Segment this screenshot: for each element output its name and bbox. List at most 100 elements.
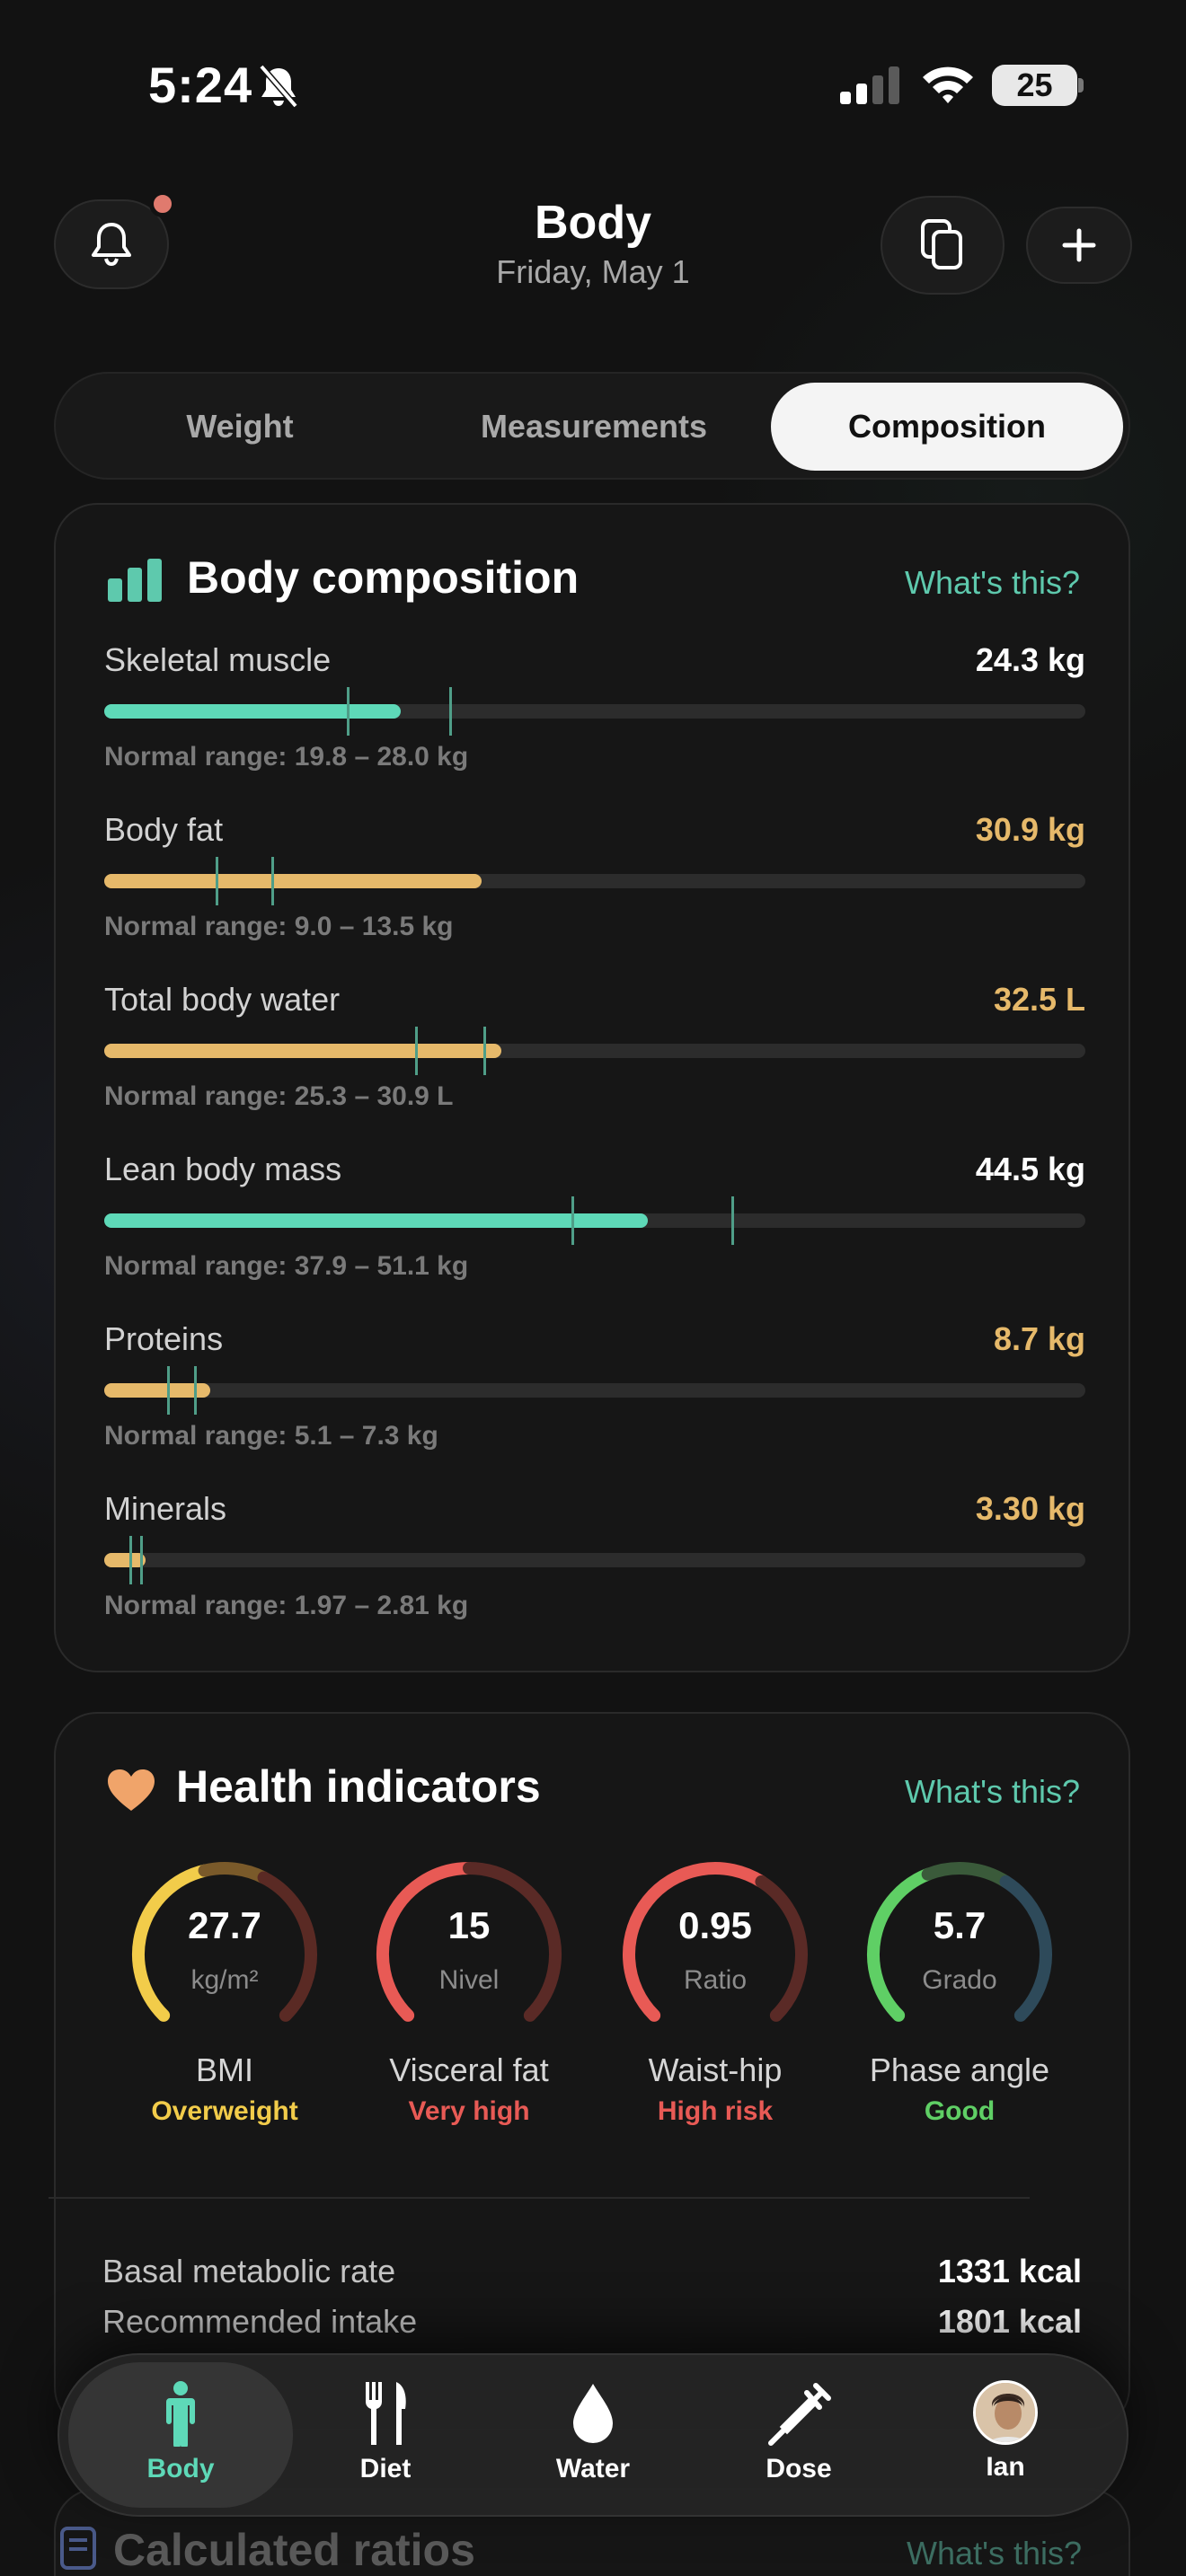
health-gauge — [855, 1850, 1064, 2138]
tab-weight[interactable]: Weight — [186, 408, 294, 445]
metric-label: Skeletal muscle — [104, 641, 332, 678]
range-min-tick — [415, 1027, 418, 1075]
metric-bar-fill — [104, 1553, 146, 1567]
metric-value: 24.3 kg — [975, 641, 1085, 678]
syringe-icon — [768, 2383, 831, 2446]
composition-metric: Total body water 32.5 L Normal range: 25… — [104, 981, 1085, 1134]
copy-button[interactable] — [881, 196, 1005, 295]
range-max-tick — [731, 1196, 734, 1245]
metric-bar-fill — [104, 704, 401, 719]
gauge-name: Waist-hip — [648, 2051, 783, 2088]
range-min-tick — [216, 857, 218, 905]
composition-metric: Skeletal muscle 24.3 kg Normal range: 19… — [104, 641, 1085, 794]
bmr-value: 1331 kcal — [937, 2253, 1082, 2289]
tab-bar-dose[interactable]: Dose — [686, 2362, 911, 2508]
metric-label: Proteins — [104, 1320, 224, 1357]
copy-icon — [921, 219, 962, 269]
notifications-button[interactable] — [54, 199, 169, 289]
tab-bar-diet[interactable]: Diet — [273, 2362, 498, 2508]
wifi-icon — [923, 66, 973, 103]
metric-bar-track — [104, 1536, 1085, 1584]
intake-value: 1801 kcal — [937, 2303, 1082, 2340]
gauge-value: 5.7 — [933, 1904, 987, 1946]
gauge-unit: Ratio — [683, 1965, 748, 1995]
composition-whats-this-link[interactable]: What's this? — [905, 564, 1080, 601]
tab-bar-profile-label: Ian — [986, 2452, 1025, 2482]
health-gauge — [365, 1850, 573, 2138]
bell-slash-icon — [259, 64, 298, 109]
tab-bar-body-label: Body — [146, 2454, 215, 2483]
divider — [49, 2197, 1030, 2199]
gauge-status: Good — [924, 2096, 996, 2126]
range-max-tick — [483, 1027, 486, 1075]
composition-metric: Lean body mass 44.5 kg Normal range: 37.… — [104, 1151, 1085, 1303]
composition-metric: Body fat 30.9 kg Normal range: 9.0 – 13.… — [104, 811, 1085, 964]
metric-label: Lean body mass — [104, 1151, 342, 1187]
metric-value: 3.30 kg — [975, 1490, 1085, 1527]
gauge-name: BMI — [195, 2051, 253, 2088]
cellular-signal-icon — [840, 66, 899, 104]
metric-normal-range: Normal range: 5.1 – 7.3 kg — [104, 1421, 438, 1451]
tab-measurements[interactable]: Measurements — [480, 408, 708, 445]
metric-bar-track — [104, 1196, 1085, 1245]
battery-indicator: 25 — [992, 65, 1077, 106]
gauge-unit: Nivel — [438, 1965, 500, 1995]
range-min-tick — [129, 1536, 132, 1584]
range-min-tick — [167, 1366, 170, 1415]
metric-bar-fill — [104, 1044, 501, 1058]
intake-label: Recommended intake — [102, 2303, 418, 2340]
composition-title: Body composition — [187, 552, 580, 603]
fork-knife-icon — [365, 2382, 406, 2445]
section-tabs: Weight Measurements Composition — [54, 372, 1130, 480]
status-bar: 5:24 25 — [0, 0, 1186, 171]
metric-value: 8.7 kg — [993, 1320, 1085, 1357]
gauge-status: Overweight — [151, 2096, 298, 2126]
bar-chart-icon — [108, 559, 162, 602]
page-date: Friday, May 1 — [496, 253, 690, 290]
metric-value: 30.9 kg — [975, 811, 1085, 848]
metric-bar-track — [104, 687, 1085, 736]
tab-bar-water[interactable]: Water — [481, 2362, 705, 2508]
metric-bar-fill — [104, 1383, 210, 1398]
body-composition-card: Body composition What's this? Skeletal m… — [54, 503, 1130, 1672]
metric-bar-track — [104, 857, 1085, 905]
range-max-tick — [449, 687, 452, 736]
tab-bar-dose-label: Dose — [766, 2454, 832, 2483]
water-drop-icon — [573, 2384, 613, 2443]
avatar — [973, 2380, 1038, 2445]
tab-bar-body[interactable]: Body — [68, 2362, 293, 2508]
metric-label: Total body water — [104, 981, 341, 1018]
ratios-whats-this-link[interactable]: What's this? — [907, 2535, 1082, 2572]
tab-composition[interactable]: Composition — [771, 383, 1123, 471]
metric-normal-range: Normal range: 37.9 – 51.1 kg — [104, 1251, 469, 1281]
gauge-status: High risk — [657, 2096, 774, 2126]
tab-bar-profile[interactable]: Ian — [893, 2362, 1118, 2508]
gauge-ring — [132, 1862, 317, 2022]
metric-normal-range: Normal range: 1.97 – 2.81 kg — [104, 1591, 469, 1620]
bell-icon — [92, 223, 131, 267]
tab-bar-water-label: Water — [555, 2454, 631, 2483]
notification-badge — [149, 190, 176, 217]
gauge-ring — [623, 1862, 808, 2022]
metric-bar-track — [104, 1366, 1085, 1415]
metric-bar-fill — [104, 874, 482, 888]
document-icon — [60, 2527, 96, 2570]
status-time: 5:24 — [148, 57, 253, 113]
range-min-tick — [571, 1196, 574, 1245]
health-indicators-card: Health indicators What's this? — [54, 1712, 1130, 2430]
gauge-ring — [867, 1862, 1052, 2022]
range-max-tick — [140, 1536, 143, 1584]
range-max-tick — [194, 1366, 197, 1415]
range-max-tick — [271, 857, 274, 905]
add-button[interactable] — [1026, 207, 1132, 284]
metric-value: 32.5 L — [993, 981, 1085, 1018]
calculated-ratios-title: Calculated ratios — [113, 2525, 475, 2575]
metric-normal-range: Normal range: 19.8 – 28.0 kg — [104, 742, 469, 772]
metric-label: Minerals — [104, 1490, 227, 1527]
metric-normal-range: Normal range: 25.3 – 30.9 L — [104, 1081, 454, 1111]
metric-value: 44.5 kg — [975, 1151, 1085, 1187]
gauge-value: 15 — [447, 1904, 491, 1946]
bmr-label: Basal metabolic rate — [102, 2253, 396, 2289]
gauge-unit: kg/m² — [190, 1965, 259, 1995]
health-whats-this-link[interactable]: What's this? — [905, 1773, 1080, 1810]
